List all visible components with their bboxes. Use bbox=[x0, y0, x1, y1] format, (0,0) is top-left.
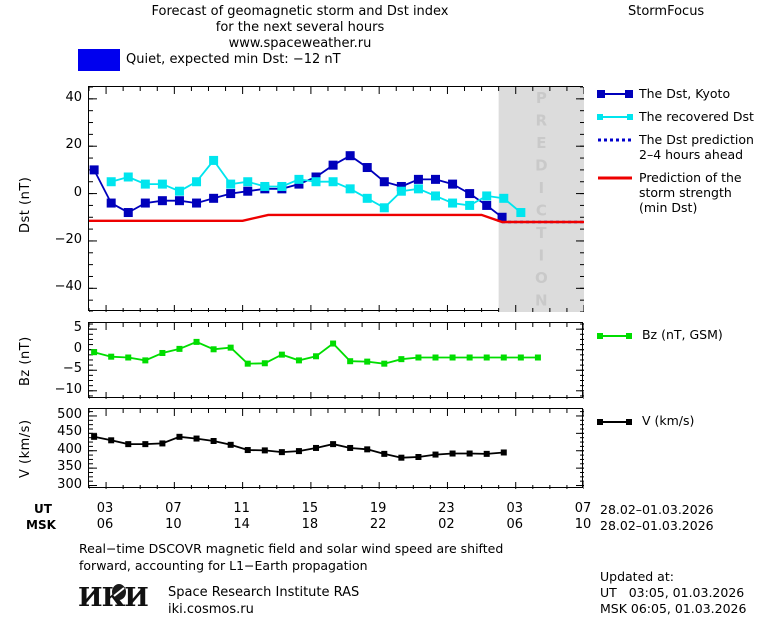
bz-plot-area bbox=[88, 322, 584, 399]
v-legend: V (km/s) bbox=[597, 413, 694, 428]
legend-item: The Dst, Kyoto bbox=[597, 86, 760, 101]
page-title: Forecast of geomagnetic storm and Dst in… bbox=[0, 4, 600, 52]
updated-ut: UT 03:05, 01.03.2026 bbox=[600, 585, 745, 600]
x-tick-msk: 06 bbox=[96, 517, 114, 532]
x-axis: UT MSK 03 07 11 15 19 23 03 07 06 10 14 18 22 02 06 10… bbox=[0, 500, 760, 534]
x-axis-row-ut-label: UT bbox=[34, 502, 52, 516]
y-tick-label: 450 bbox=[57, 424, 82, 440]
legend-item: The recovered Dst bbox=[597, 109, 760, 124]
title-line-2: for the next several hours bbox=[215, 20, 385, 35]
legend-symbol bbox=[597, 90, 633, 98]
x-tick-msk: 18 bbox=[301, 517, 319, 532]
svg-text:C: C bbox=[536, 202, 547, 220]
footnote: Real−time DSCOVR magnetic field and sola… bbox=[79, 540, 609, 574]
v-legend-symbol bbox=[597, 418, 632, 425]
y-tick-label: 20 bbox=[65, 137, 82, 153]
institute-block: Space Research Institute RAS iki.cosmos.… bbox=[168, 584, 359, 618]
x-tick-msk: 06 bbox=[506, 517, 523, 532]
v-plot-area bbox=[88, 408, 584, 489]
x-tick-ut: 19 bbox=[369, 501, 387, 516]
legend-label-cont: storm strength bbox=[639, 185, 732, 200]
main-legend: The Dst, Kyoto The recovered Dst The Dst p… bbox=[597, 86, 760, 223]
svg-text:O: O bbox=[535, 269, 548, 287]
x-tick-msk: 14 bbox=[233, 517, 250, 532]
x-axis-date-msk: 28.02–01.03.2026 bbox=[600, 518, 714, 533]
legend-symbol bbox=[598, 138, 632, 142]
x-tick-ut: 03 bbox=[506, 501, 523, 516]
y-tick-label: 0 bbox=[73, 184, 82, 200]
legend-label-cont: 2–4 hours ahead bbox=[639, 147, 744, 162]
y-tick-label: 300 bbox=[57, 476, 82, 492]
y-tick-label: 40 bbox=[65, 89, 82, 105]
updated-block: Updated at: UT 03:05, 01.03.2026 MSK 06:… bbox=[600, 569, 746, 617]
bz-chart-svg bbox=[89, 323, 584, 399]
x-tick-ut: 11 bbox=[233, 501, 250, 516]
iki-logo: ИКИ bbox=[78, 583, 160, 613]
svg-text:R: R bbox=[536, 112, 548, 130]
x-tick-ut: 07 bbox=[574, 501, 592, 516]
svg-text:I: I bbox=[539, 179, 545, 197]
y-tick-label: 0 bbox=[73, 340, 82, 356]
updated-title: Updated at: bbox=[600, 569, 674, 584]
bz-legend-label: Bz (nT, GSM) bbox=[641, 327, 723, 342]
iki-logo-icon: ИКИ bbox=[78, 583, 149, 613]
y-tick-label: −5 bbox=[62, 361, 82, 377]
svg-text:N: N bbox=[535, 292, 548, 310]
svg-text:E: E bbox=[536, 134, 546, 152]
updated-msk: MSK 06:05, 01.03.2026 bbox=[600, 601, 747, 616]
x-axis-date-ut: 28.02–01.03.2026 bbox=[600, 502, 714, 517]
y-tick-label: 500 bbox=[57, 406, 82, 422]
svg-text:ИКИ: ИКИ bbox=[78, 583, 148, 611]
bz-legend: Bz (nT, GSM) bbox=[597, 327, 723, 342]
x-tick-msk: 10 bbox=[165, 517, 182, 532]
y-tick-label: −40 bbox=[54, 279, 82, 295]
brand-label: StormFocus bbox=[628, 4, 705, 19]
x-tick-msk: 22 bbox=[369, 517, 387, 532]
legend-symbol bbox=[597, 114, 633, 120]
footnote-line-2: forward, accounting for L1−Earth propaga… bbox=[79, 558, 368, 573]
x-tick-msk: 02 bbox=[438, 517, 455, 532]
svg-text:P: P bbox=[536, 89, 547, 107]
legend-item: The Dst prediction 2–4 hours ahead bbox=[597, 132, 760, 162]
bz-legend-symbol bbox=[597, 332, 632, 339]
legend-symbol bbox=[598, 176, 632, 180]
svg-text:T: T bbox=[536, 224, 547, 242]
title-line-1: Forecast of geomagnetic storm and Dst in… bbox=[151, 4, 449, 19]
svg-text:I: I bbox=[539, 247, 545, 265]
status-badge: Quiet, expected min Dst: −12 nT bbox=[126, 52, 341, 67]
title-line-3: www.spaceweather.ru bbox=[228, 36, 372, 51]
x-tick-ut: 23 bbox=[438, 501, 455, 516]
y-tick-label: 400 bbox=[57, 441, 82, 457]
x-tick-ut: 07 bbox=[165, 501, 182, 516]
y-tick-label: −20 bbox=[54, 231, 82, 247]
svg-text:D: D bbox=[535, 157, 547, 175]
v-chart-svg bbox=[89, 409, 584, 489]
v-legend-label: V (km/s) bbox=[641, 413, 695, 428]
legend-item: Prediction of the storm strength (min Dst) bbox=[597, 170, 760, 215]
status-color-swatch bbox=[78, 49, 120, 71]
legend-label: The Dst prediction bbox=[639, 132, 754, 147]
x-tick-ut: 15 bbox=[301, 501, 319, 516]
institute-name: Space Research Institute RAS bbox=[168, 585, 360, 600]
institute-site: iki.cosmos.ru bbox=[168, 602, 254, 617]
y-tick-label: 5 bbox=[73, 320, 82, 336]
legend-label: Prediction of the bbox=[639, 170, 742, 185]
legend-label: The Dst, Kyoto bbox=[639, 86, 731, 101]
footnote-line-1: Real−time DSCOVR magnetic field and sola… bbox=[79, 541, 504, 556]
legend-label: The recovered Dst bbox=[639, 109, 754, 124]
y-tick-label: 350 bbox=[57, 459, 82, 475]
x-tick-ut: 03 bbox=[96, 501, 114, 516]
legend-label-cont: (min Dst) bbox=[639, 200, 698, 215]
x-axis-row-msk-label: MSK bbox=[26, 518, 56, 532]
y-tick-label: −10 bbox=[54, 381, 82, 397]
x-tick-msk: 10 bbox=[574, 517, 592, 532]
